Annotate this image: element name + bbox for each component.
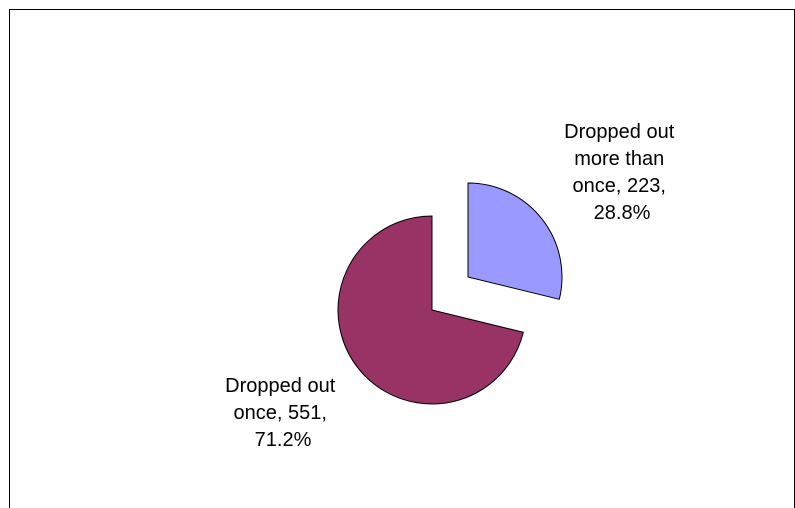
- pie-slice-dropped-out-more-than-once: [467, 182, 563, 300]
- slice-label-more-line-1: Dropped out: [564, 121, 675, 143]
- slice-label-more-line-2: more than: [574, 148, 664, 170]
- slice-label-dropped-out-once: Dropped out once, 551, 71.2%: [225, 375, 341, 451]
- slice-label-more-line-3: once, 223,: [573, 175, 666, 197]
- pie-slices: [337, 182, 563, 405]
- slice-label-once-line-2: once, 551,: [234, 402, 327, 424]
- slice-label-dropped-out-more-than-once: Dropped out more than once, 223, 28.8%: [564, 121, 680, 224]
- pie-slice-dropped-out-once: [337, 215, 524, 405]
- slice-label-more-line-4: 28.8%: [594, 202, 651, 224]
- slice-label-once-line-3: 71.2%: [255, 429, 312, 451]
- slice-label-once-line-1: Dropped out: [225, 375, 336, 397]
